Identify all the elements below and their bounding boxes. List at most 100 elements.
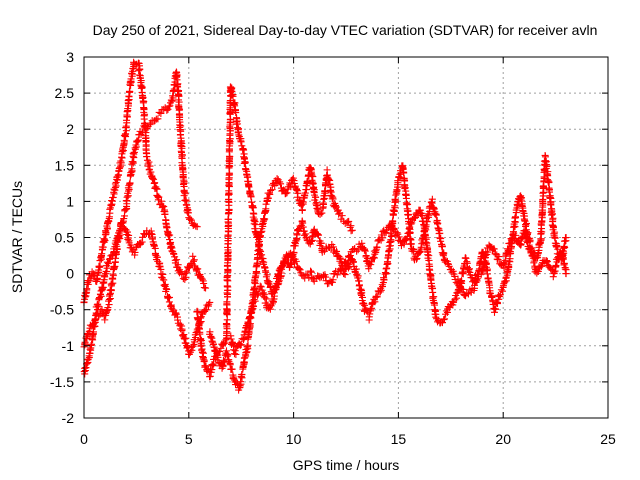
data-point [387,229,395,237]
data-point [245,183,253,191]
data-point [165,232,173,240]
data-point [222,347,230,355]
data-point [379,228,387,236]
data-point [157,197,165,205]
data-point [248,306,256,314]
data-point [321,189,329,197]
data-point [207,333,215,341]
data-point [123,193,131,201]
data-point [102,229,110,237]
data-point [231,350,239,358]
data-point [177,131,185,139]
data-point [500,260,508,268]
data-point [436,234,444,242]
y-tick-label: -0.5 [50,302,74,318]
data-point [302,270,310,278]
data-point [278,262,286,270]
data-point [312,198,320,206]
y-tick-label: 0.5 [55,230,75,246]
data-point [562,234,570,241]
data-point [440,250,448,258]
series-track-5 [206,164,356,394]
data-point [101,273,109,281]
data-point [154,115,162,123]
series-track-3 [80,219,214,378]
data-point [340,265,348,273]
data-point [188,346,196,354]
data-point [151,117,159,125]
data-point [522,229,530,237]
data-point [293,230,301,238]
data-point [553,242,561,250]
data-point [198,275,206,283]
data-point [244,319,252,327]
data-point [304,177,312,185]
data-point [547,201,555,209]
data-point [562,270,570,278]
data-point [95,302,103,310]
data-point [252,263,260,271]
data-point [161,280,169,288]
data-point [85,327,93,335]
data-point [321,187,329,195]
y-tick-label: 2.5 [55,85,75,101]
data-point [389,217,397,225]
data-point [465,265,473,273]
data-point [296,266,304,274]
data-point [178,151,186,159]
data-point [163,106,171,114]
data-point [159,202,167,210]
data-point [147,168,155,176]
data-point [110,263,118,271]
data-point [295,226,303,234]
y-tick-label: -1.5 [50,374,74,390]
data-point [329,195,337,203]
data-point [298,271,306,279]
data-point [333,271,341,279]
data-point [163,285,171,293]
data-point [124,107,132,115]
data-point [353,271,361,279]
data-point [490,304,498,312]
data-point [147,230,155,238]
data-point [251,218,259,226]
data-point [206,328,214,336]
data-point [282,189,290,197]
data-point [451,296,459,304]
data-point [274,271,282,279]
data-point [406,225,414,233]
data-point [362,252,370,260]
data-point [512,214,520,222]
data-point [525,245,533,253]
data-point [172,309,180,317]
data-point [178,153,186,161]
data-point [345,217,353,225]
data-point [495,253,503,261]
data-point [171,256,179,264]
data-point [329,276,337,284]
x-tick-label: 25 [600,431,616,447]
data-point [109,252,117,260]
data-point [254,254,262,262]
data-point [237,341,245,349]
data-point [338,212,346,220]
data-point [96,291,104,299]
data-point [519,208,527,216]
data-point [402,236,410,244]
data-point [365,265,373,273]
data-point [179,173,187,181]
data-point [331,201,339,209]
data-point [95,263,103,271]
data-point [229,92,237,100]
data-point [441,315,449,323]
data-point [184,343,192,351]
data-point [208,361,216,369]
data-point [292,185,300,193]
data-point [186,215,194,223]
data-point [337,255,345,263]
data-point [189,252,197,260]
data-point [183,207,191,215]
data-point [483,270,491,278]
data-point [374,237,382,245]
data-point [223,352,231,360]
